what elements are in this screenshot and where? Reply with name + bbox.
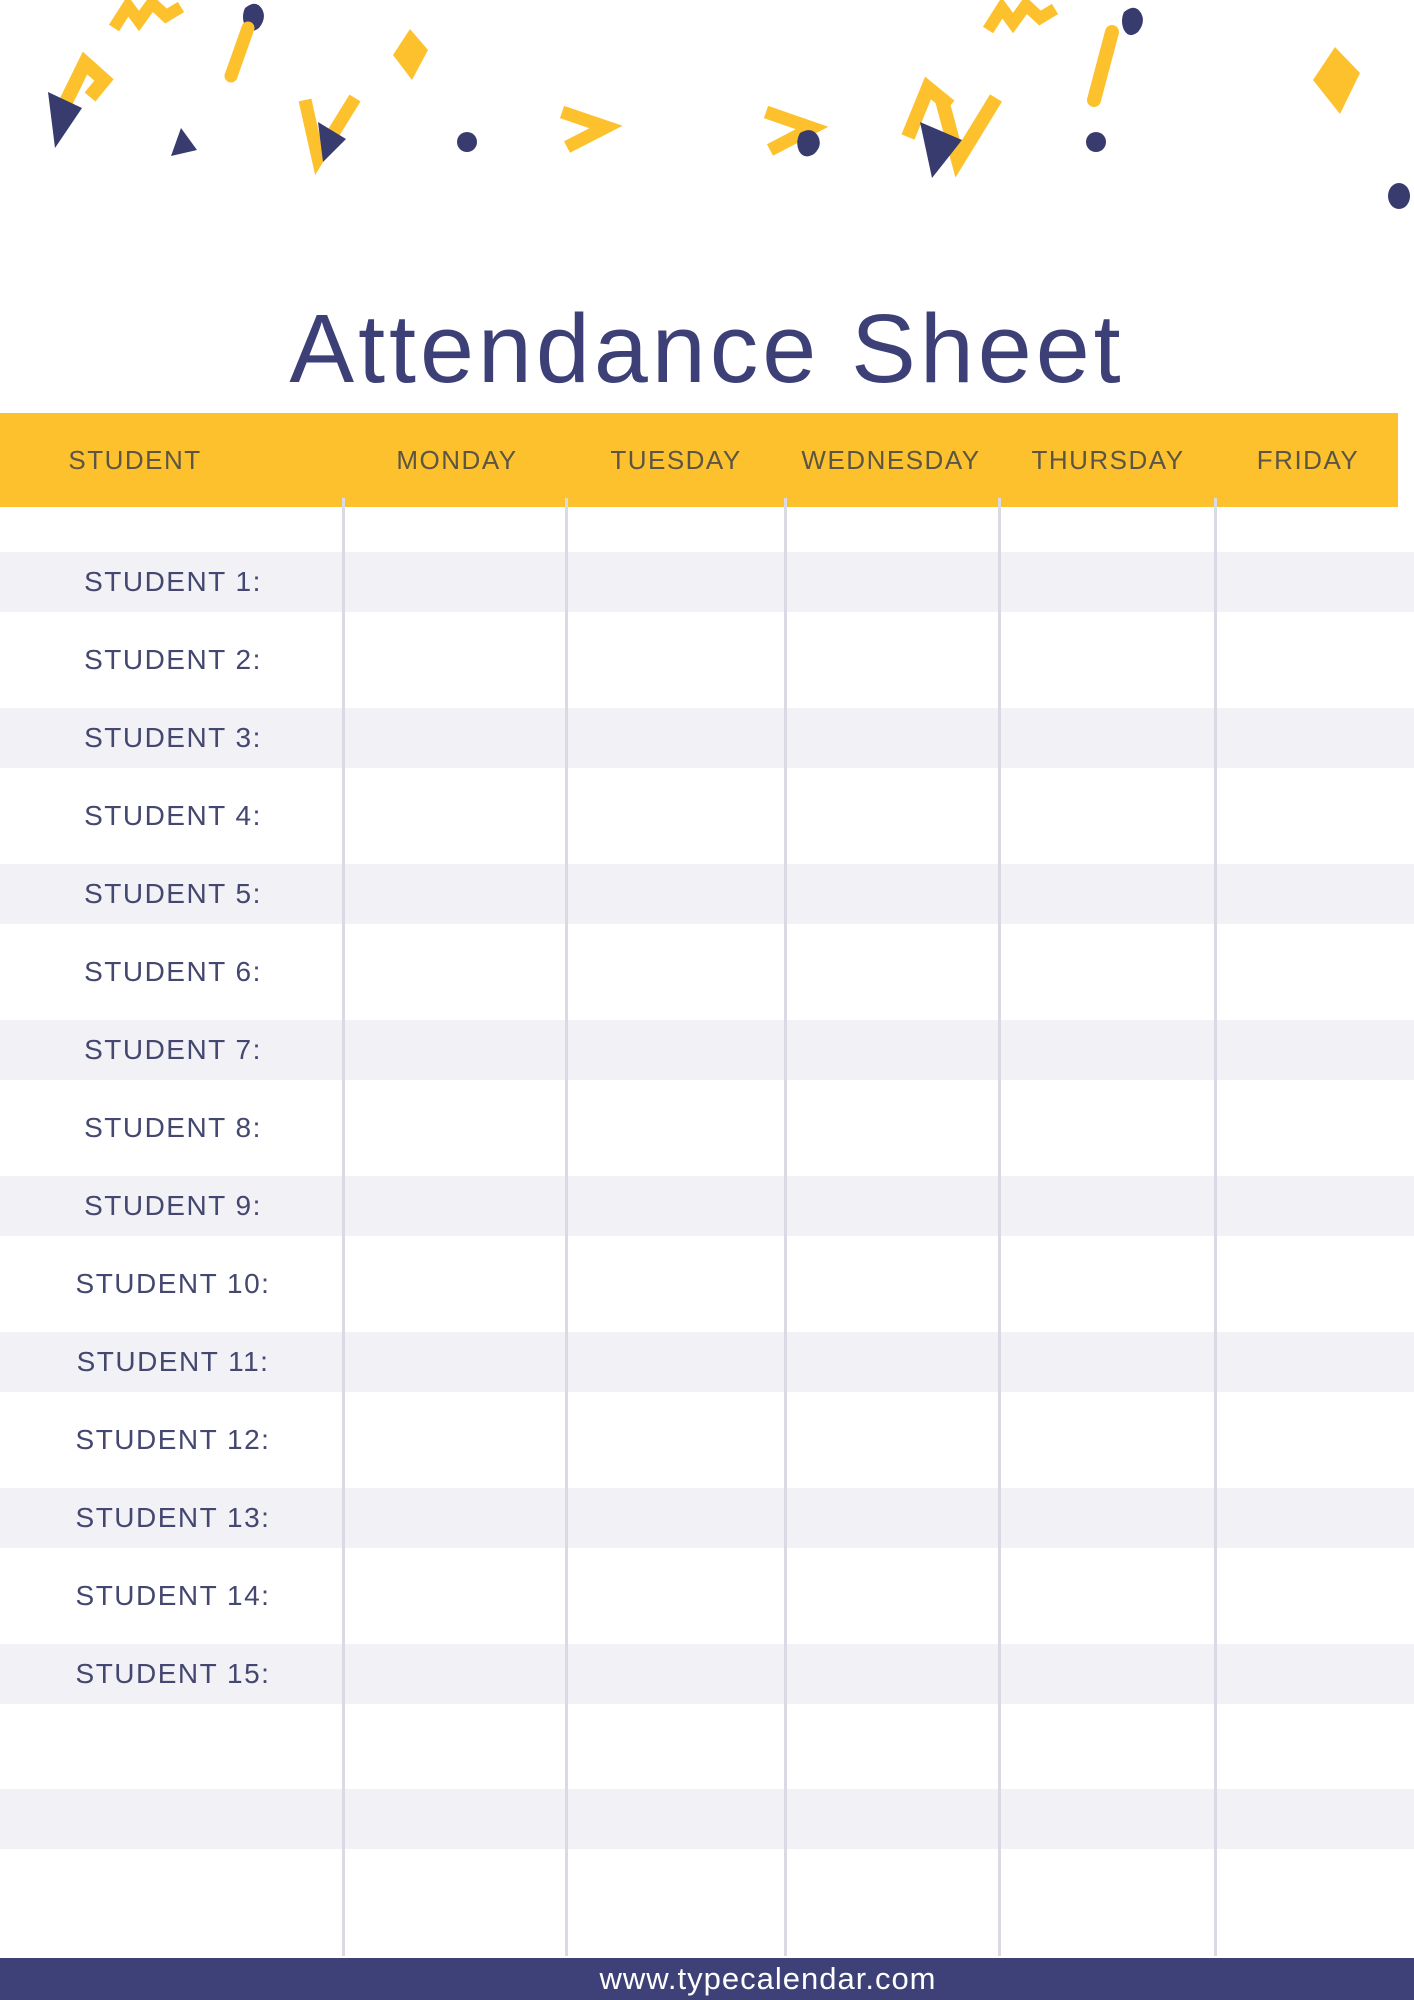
table-row: STUDENT 3:: [0, 699, 1414, 777]
student-name-label: STUDENT 14:: [75, 1580, 271, 1611]
table-row: STUDENT 10:: [0, 1245, 1414, 1323]
table-row: STUDENT 14:: [0, 1557, 1414, 1635]
confetti-decoration: [48, 0, 1410, 209]
confetti-v-icon: [298, 94, 361, 176]
confetti-dot-icon: [1388, 183, 1410, 209]
student-name-label: STUDENT 10:: [75, 1268, 271, 1299]
student-name-label: STUDENT 9:: [84, 1190, 262, 1221]
confetti-dot-icon: [457, 132, 477, 152]
table-row: STUDENT 4:: [0, 777, 1414, 855]
table-header-bar: STUDENT MONDAY TUESDAY WEDNESDAY THURSDA…: [0, 413, 1398, 507]
confetti-triangle-icon: [171, 128, 197, 156]
confetti-slash-icon: [224, 21, 255, 83]
confetti-triangle-icon: [920, 122, 962, 178]
table-row: STUDENT 6:: [0, 933, 1414, 1011]
confetti-squiggle-icon: [982, 0, 1059, 34]
footer-bar: www.typecalendar.com: [0, 1958, 1414, 2000]
student-name-label: STUDENT 1:: [84, 566, 262, 597]
table-row-empty: [0, 1713, 1414, 1789]
column-header-thursday: THURSDAY: [1031, 444, 1185, 475]
table-row: STUDENT 8:: [0, 1089, 1414, 1167]
confetti-slash-icon: [1087, 25, 1119, 107]
column-divider: [565, 498, 568, 1956]
table-row-empty: [0, 1789, 1414, 1849]
column-header-friday: FRIDAY: [1256, 444, 1360, 475]
student-name-label: STUDENT 4:: [84, 800, 262, 831]
column-header-monday: MONDAY: [396, 444, 518, 475]
student-name-label: STUDENT 11:: [76, 1346, 270, 1377]
footer-url: www.typecalendar.com: [599, 1961, 937, 1996]
confetti-arrow-icon: [559, 105, 623, 153]
table-row: STUDENT 9:: [0, 1167, 1414, 1245]
table-row: STUDENT 12:: [0, 1401, 1414, 1479]
confetti-triangle-icon: [48, 92, 82, 148]
column-divider: [342, 498, 345, 1956]
student-name-label: STUDENT 15:: [75, 1658, 271, 1689]
confetti-chevron-icon: [901, 76, 955, 140]
column-divider: [998, 498, 1001, 1956]
page-title: Attendance Sheet: [289, 293, 1125, 403]
table-row: STUDENT 5:: [0, 855, 1414, 933]
confetti-chevron-icon: [53, 51, 114, 118]
attendance-table-body: STUDENT 1: STUDENT 2: STUDENT 3: STUDENT…: [0, 507, 1414, 1849]
table-row: STUDENT 15:: [0, 1635, 1414, 1713]
column-divider: [784, 498, 787, 1956]
table-row: STUDENT 13:: [0, 1479, 1414, 1557]
confetti-dot-icon: [1086, 132, 1106, 152]
column-header-student: STUDENT: [68, 444, 202, 475]
confetti-triangle-icon: [318, 122, 346, 162]
confetti-triangle-icon: [797, 130, 820, 157]
table-row: STUDENT 7:: [0, 1011, 1414, 1089]
student-name-label: STUDENT 7:: [84, 1034, 262, 1065]
column-header-wednesday: WEDNESDAY: [801, 444, 981, 475]
student-name-label: STUDENT 6:: [84, 956, 262, 987]
column-divider: [1214, 498, 1217, 1956]
confetti-arrow-icon: [763, 105, 829, 156]
confetti-squiggle-icon: [108, 0, 185, 32]
student-name-label: STUDENT 3:: [84, 722, 262, 753]
table-row: STUDENT 11:: [0, 1323, 1414, 1401]
confetti-comma-icon: [243, 3, 264, 32]
column-header-tuesday: TUESDAY: [610, 444, 742, 475]
student-name-label: STUDENT 8:: [84, 1112, 262, 1143]
confetti-diamond-icon: [393, 29, 428, 80]
student-name-label: STUDENT 2:: [84, 644, 262, 675]
table-row: STUDENT 1:: [0, 543, 1414, 621]
table-row: STUDENT 2:: [0, 621, 1414, 699]
student-name-label: STUDENT 5:: [84, 878, 262, 909]
confetti-v-icon: [935, 94, 1002, 178]
row-spacer: [0, 507, 1414, 543]
student-name-label: STUDENT 12:: [75, 1424, 271, 1455]
student-name-label: STUDENT 13:: [75, 1502, 271, 1533]
confetti-comma-icon: [1122, 7, 1143, 36]
confetti-diamond-icon: [1313, 47, 1360, 114]
